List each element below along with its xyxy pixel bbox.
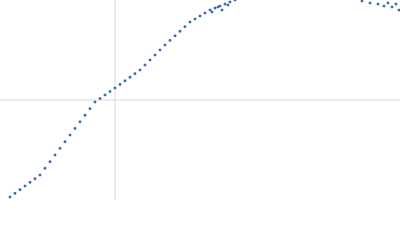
point [163,43,167,47]
point [223,2,227,6]
point [213,6,217,10]
point [88,107,92,110]
point [208,8,212,12]
point [53,153,57,157]
point [38,173,42,177]
point [183,25,187,28]
point [73,126,77,130]
point [68,133,72,137]
point [220,8,224,12]
point [23,184,27,188]
point [28,180,32,184]
point [48,160,52,164]
point [394,2,398,6]
point [376,2,380,6]
point [8,195,12,199]
point [218,4,222,8]
point [18,188,22,192]
point [368,1,372,5]
point [33,177,37,181]
point [98,97,102,100]
point [382,4,386,8]
point [360,0,364,3]
point [193,17,197,21]
point [203,11,207,15]
point [178,29,182,33]
point [198,14,202,18]
point [128,75,132,79]
point [43,166,47,170]
point [168,39,172,42]
point [228,0,232,4]
point [148,58,152,62]
point [118,83,122,86]
point [397,8,400,12]
point [113,86,117,90]
point [93,100,97,104]
chart [0,0,400,200]
point [153,53,157,57]
point [133,72,137,75]
point [386,1,390,5]
point [103,93,107,97]
point [138,68,142,72]
point [390,5,394,9]
point [63,140,67,144]
point [226,3,230,7]
point [210,10,214,14]
point [108,90,112,93]
point [78,120,82,124]
point [58,146,62,150]
point [173,34,177,38]
point [143,63,147,67]
point [123,79,127,83]
point [158,48,162,52]
point [188,20,192,24]
point [83,113,87,117]
point [233,0,237,2]
point [13,191,17,195]
